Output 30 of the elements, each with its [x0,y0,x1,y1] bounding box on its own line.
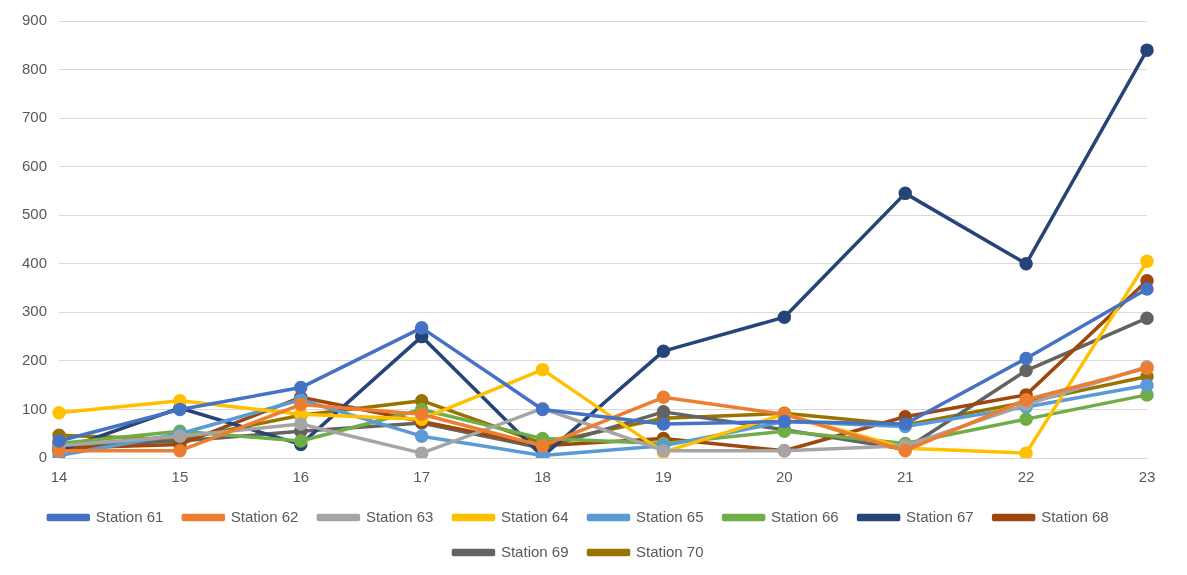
y-tick-label: 200 [22,351,48,369]
x-tick-label: 16 [292,468,310,486]
y-tick-label: 500 [22,205,48,223]
y-tick-label: 800 [22,59,48,77]
x-tick-label: 22 [1017,468,1035,486]
legend-label: Station 61 [95,507,164,525]
legend-label: Station 65 [636,507,704,525]
x-tick-label: 19 [655,468,672,486]
y-tick-label: 900 [22,11,48,29]
y-tick-label: 400 [22,253,48,271]
legend-label: Station 64 [500,507,569,525]
legend-label: Station 62 [230,507,299,525]
y-tick-label: 600 [22,156,48,174]
y-tick-label: 100 [22,399,48,417]
x-tick-label: 15 [171,468,189,486]
y-tick-label: 300 [22,302,48,320]
legend-label: Station 70 [636,542,704,560]
x-tick-label: 14 [50,468,68,486]
x-tick-label: 23 [1138,468,1156,486]
legend-label: Station 68 [1041,507,1109,525]
legend-label: Station 69 [500,542,569,560]
x-tick-label: 21 [896,468,914,486]
x-tick-label: 18 [534,468,551,486]
legend-label: Station 66 [771,507,839,525]
x-tick-label: 20 [776,468,793,486]
legend-label: Station 63 [365,507,434,525]
y-tick-label: 0 [38,448,48,466]
y-tick-label: 700 [22,108,48,126]
legend-label: Station 67 [906,507,974,525]
x-tick-label: 17 [413,468,431,486]
